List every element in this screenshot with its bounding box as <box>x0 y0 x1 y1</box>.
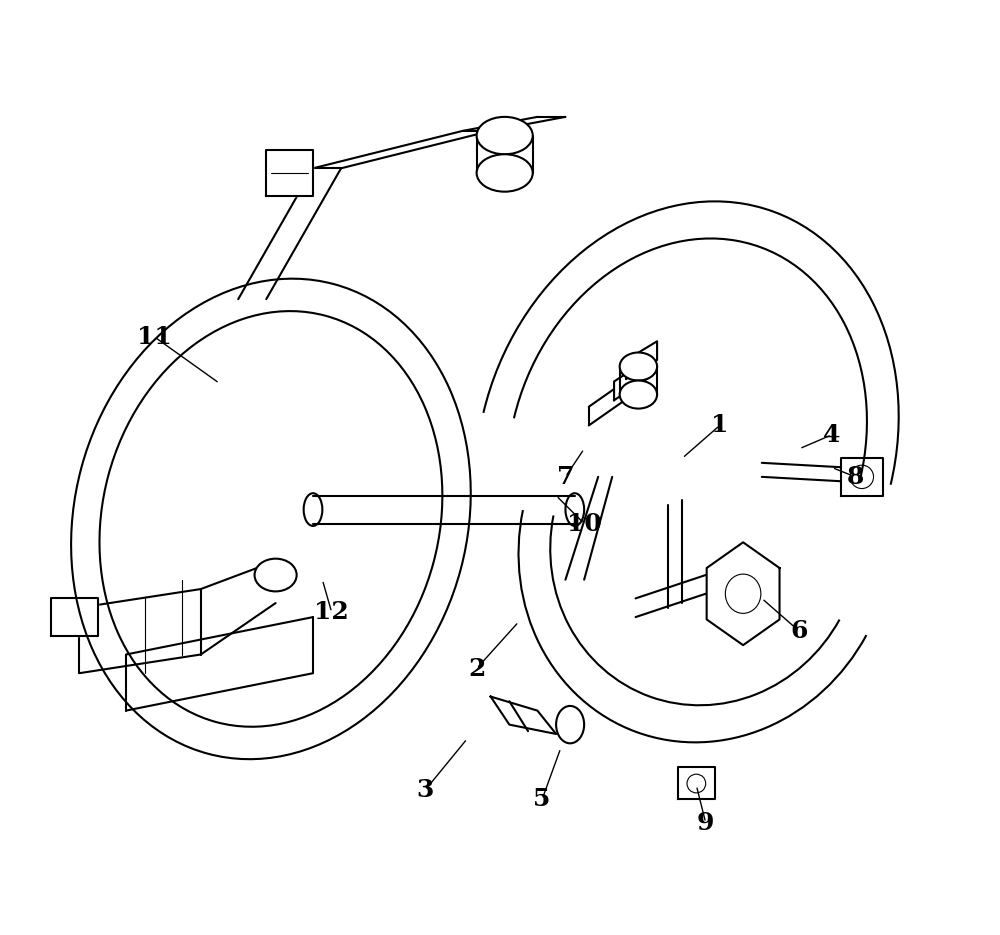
Text: 11: 11 <box>137 324 171 349</box>
Polygon shape <box>491 697 556 734</box>
Ellipse shape <box>477 117 533 154</box>
Text: 10: 10 <box>567 511 602 536</box>
Polygon shape <box>678 767 715 799</box>
Polygon shape <box>614 357 651 400</box>
Polygon shape <box>841 458 883 496</box>
Polygon shape <box>51 598 98 636</box>
Text: 1: 1 <box>711 413 728 438</box>
Text: 12: 12 <box>314 600 349 625</box>
Polygon shape <box>626 341 657 379</box>
Text: 7: 7 <box>557 465 574 489</box>
Text: 2: 2 <box>468 656 485 681</box>
Text: 5: 5 <box>533 787 551 812</box>
Polygon shape <box>707 542 780 645</box>
Text: 8: 8 <box>847 465 864 489</box>
Ellipse shape <box>556 706 584 743</box>
Ellipse shape <box>255 558 297 592</box>
Text: 4: 4 <box>823 423 841 447</box>
Polygon shape <box>266 150 313 196</box>
Ellipse shape <box>620 352 657 381</box>
Text: 3: 3 <box>417 778 434 802</box>
Text: 9: 9 <box>697 811 714 835</box>
Text: 6: 6 <box>791 619 808 643</box>
Ellipse shape <box>620 381 657 409</box>
Ellipse shape <box>477 154 533 192</box>
